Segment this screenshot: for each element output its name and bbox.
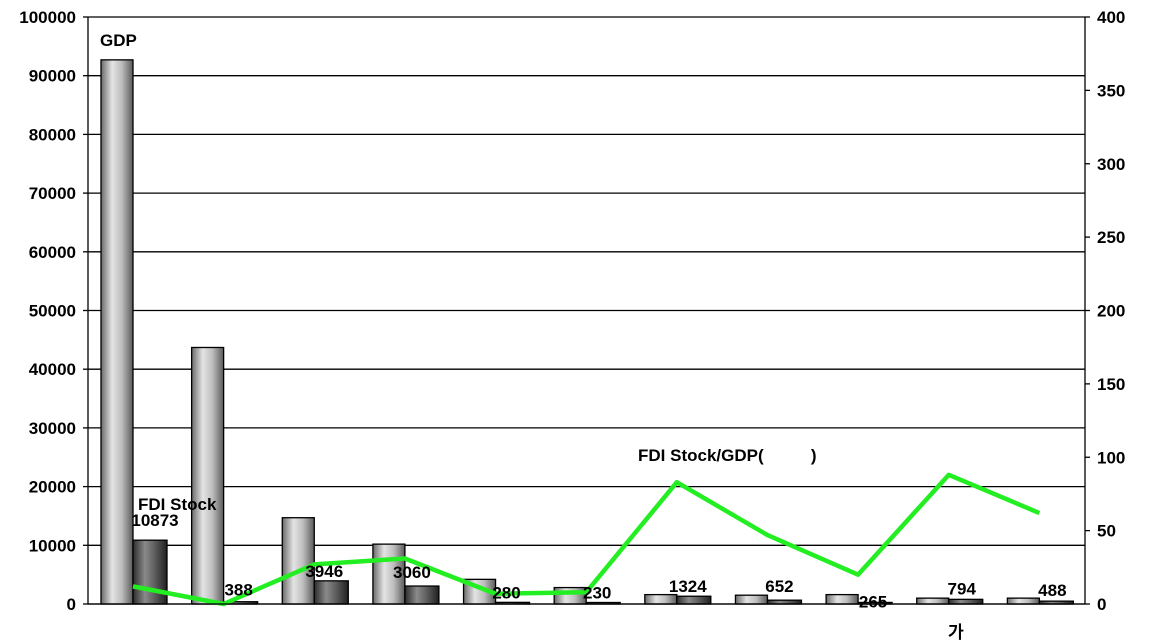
annotation-ga: 가 bbox=[948, 623, 964, 640]
gdp-bar-0 bbox=[100, 59, 134, 605]
annotation-fdi-stock-gdp: FDI Stock/GDP( ) bbox=[638, 446, 817, 465]
annotation-gdp: GDP bbox=[100, 31, 137, 50]
left-tick-label-10: 100000 bbox=[19, 8, 76, 27]
left-tick-label-6: 60000 bbox=[29, 243, 76, 262]
right-tick-label-8: 400 bbox=[1097, 8, 1125, 27]
fdi-data-label-5: 230 bbox=[583, 584, 611, 603]
gdp-bar-9 bbox=[916, 597, 950, 605]
fdi-bar-0 bbox=[132, 539, 168, 605]
data-labels: 10873 388 3946 3060 280 230 1324 652 265 794 488 bbox=[131, 511, 1066, 611]
gdp-bar-3 bbox=[372, 543, 406, 605]
left-tick-label-0: 0 bbox=[67, 595, 76, 614]
bars bbox=[100, 59, 1075, 605]
fdi-bar-2 bbox=[313, 580, 349, 605]
right-tick-label-6: 300 bbox=[1097, 155, 1125, 174]
fdi-data-label-4: 280 bbox=[492, 583, 520, 602]
right-tick-label-5: 250 bbox=[1097, 228, 1125, 247]
fdi-data-label-10: 488 bbox=[1038, 581, 1066, 600]
fdi-data-label-0: 10873 bbox=[131, 511, 178, 530]
gdp-bar-5 bbox=[553, 586, 587, 605]
gdp-bar-10 bbox=[1006, 597, 1041, 605]
fdi-data-label-7: 652 bbox=[765, 577, 793, 596]
left-tick-label-2: 20000 bbox=[29, 478, 76, 497]
left-tick-label-1: 10000 bbox=[29, 536, 76, 555]
axes: 0 10000 20000 30000 40000 50000 60000 70000 8000… bbox=[19, 8, 1125, 614]
right-tick-label-3: 150 bbox=[1097, 375, 1125, 394]
left-tick-label-7: 70000 bbox=[29, 184, 76, 203]
right-tick-label-7: 350 bbox=[1097, 81, 1125, 100]
fdi-bar-9 bbox=[948, 598, 984, 605]
gdp-bar-2 bbox=[281, 517, 315, 605]
fdi-bar-6 bbox=[676, 595, 712, 605]
fdi-data-label-2: 3946 bbox=[305, 562, 343, 581]
right-tick-label-4: 200 bbox=[1097, 302, 1125, 321]
left-tick-label-8: 80000 bbox=[29, 125, 76, 144]
gdp-bar-1 bbox=[190, 346, 225, 605]
right-tick-label-1: 50 bbox=[1097, 522, 1116, 541]
left-tick-label-3: 30000 bbox=[29, 419, 76, 438]
fdi-data-label-8: 265 bbox=[859, 592, 887, 611]
annotation-fdi-stock: FDI Stock bbox=[138, 495, 217, 514]
fdi-data-label-3: 3060 bbox=[393, 563, 431, 582]
left-tick-label-5: 50000 bbox=[29, 302, 76, 321]
fdi-data-label-6: 1324 bbox=[669, 577, 707, 596]
fdi-data-label-9: 794 bbox=[948, 579, 977, 598]
left-tick-label-9: 90000 bbox=[29, 67, 76, 86]
gridlines bbox=[88, 16, 1085, 605]
right-tick-label-0: 0 bbox=[1097, 595, 1106, 614]
fdi-data-label-1: 388 bbox=[224, 581, 252, 600]
gdp-bar-8 bbox=[825, 593, 859, 605]
right-tick-label-2: 100 bbox=[1097, 448, 1125, 467]
left-tick-label-4: 40000 bbox=[29, 360, 76, 379]
gdp-bar-7 bbox=[734, 594, 769, 605]
fdi-bar-3 bbox=[404, 585, 440, 605]
